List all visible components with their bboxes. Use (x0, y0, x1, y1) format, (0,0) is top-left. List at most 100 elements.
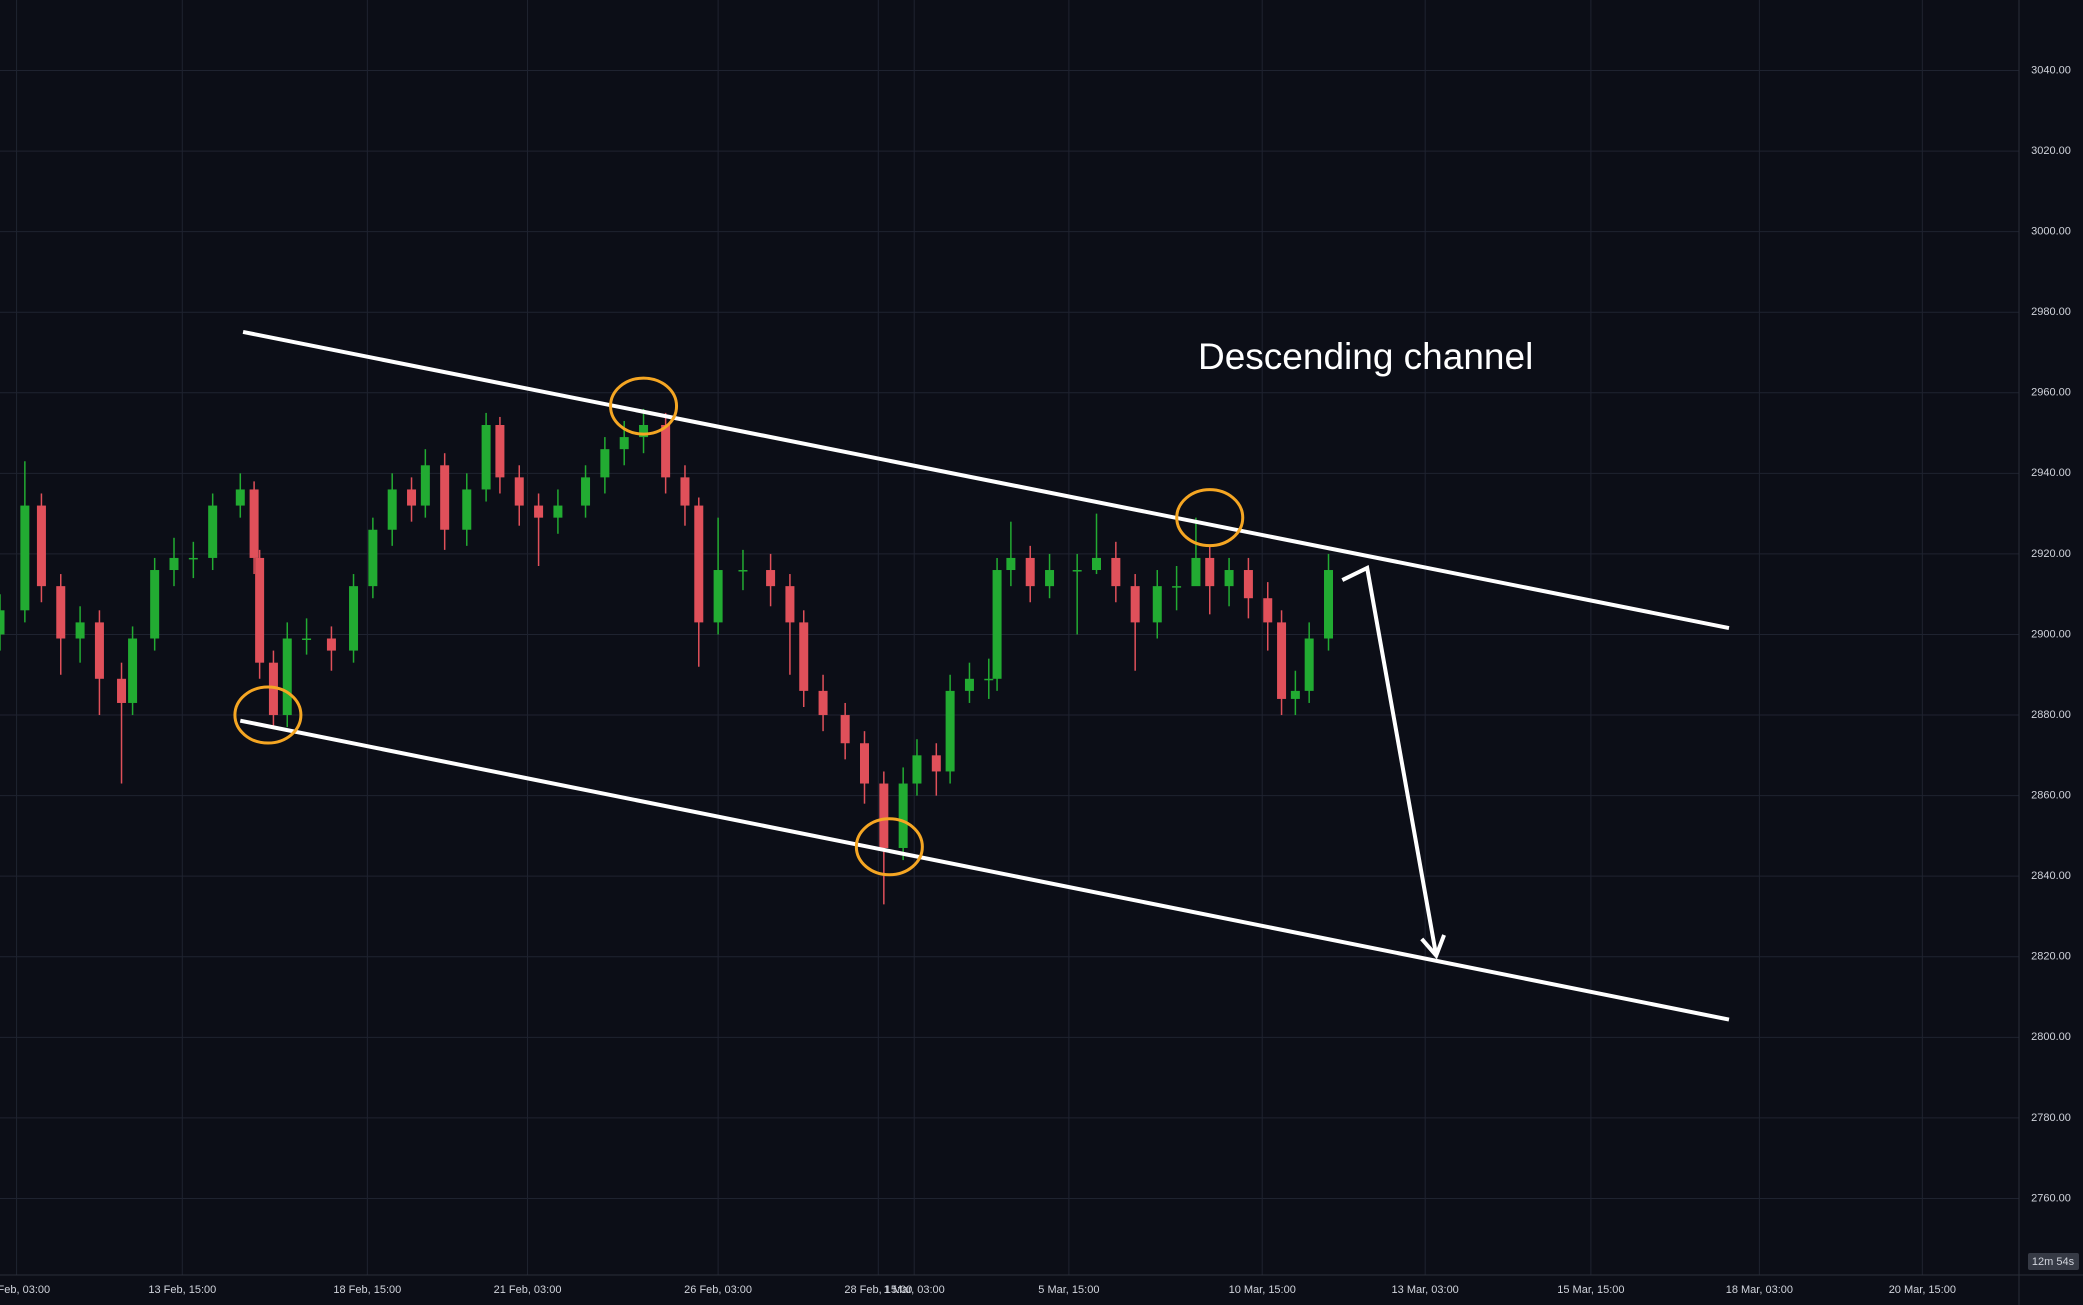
candle-body (1191, 557, 1201, 587)
candle-body (326, 638, 336, 651)
candle-body (1324, 570, 1334, 639)
candle-body (945, 690, 955, 772)
arrow-head (1420, 934, 1446, 960)
candle-body (661, 425, 671, 478)
highlight-circle (609, 376, 679, 436)
candle-body (349, 586, 359, 651)
y-tick-label: 2820.00 (2031, 951, 2071, 963)
highlight-circle (854, 817, 924, 877)
candle-body (282, 638, 292, 716)
candle-body (1290, 690, 1300, 699)
x-tick-label: 21 Feb, 03:00 (494, 1284, 562, 1296)
x-tick-label: 1 Mar, 03:00 (884, 1284, 945, 1296)
arrow (1341, 565, 1439, 956)
candle-body (879, 783, 889, 848)
candle-body (840, 715, 850, 744)
candle-body (1224, 570, 1234, 587)
x-tick-label: 11 Feb, 03:00 (0, 1284, 50, 1296)
candle-body (1111, 557, 1121, 587)
y-tick-label: 2900.00 (2031, 628, 2071, 640)
y-tick-label: 3040.00 (2031, 64, 2071, 76)
candle-body (1172, 586, 1182, 588)
candle-body (1025, 557, 1035, 587)
candle-body (964, 678, 974, 691)
candle-body (75, 622, 85, 639)
y-tick-label: 2980.00 (2031, 306, 2071, 318)
x-tick-label: 5 Mar, 15:00 (1038, 1284, 1099, 1296)
candle-body (859, 743, 869, 784)
candle-body (534, 505, 544, 518)
candle-body (36, 505, 46, 587)
candle-body (785, 586, 795, 623)
candle-body (208, 505, 218, 558)
trendline (239, 718, 1730, 1022)
y-tick-label: 2960.00 (2031, 387, 2071, 399)
x-tick-label: 28 Feb, 15:00 (844, 1284, 912, 1296)
candle-body (368, 529, 378, 587)
candle-body (420, 465, 430, 506)
candle-body (0, 610, 5, 635)
candle-body (94, 622, 104, 679)
y-tick-label: 3020.00 (2031, 145, 2071, 157)
candles (0, 408, 1334, 905)
candle-body (387, 489, 397, 530)
candle-body (799, 622, 809, 691)
candle-body (1277, 622, 1287, 699)
x-tick-label: 26 Feb, 03:00 (684, 1284, 752, 1296)
candle-body (56, 586, 66, 639)
candle-body (255, 557, 265, 663)
candle-body (188, 557, 198, 560)
y-tick-label: 2780.00 (2031, 1112, 2071, 1124)
candle-body (407, 489, 417, 506)
candle-body (495, 425, 505, 478)
candle-body (1045, 570, 1055, 587)
x-tick-label: 13 Feb, 15:00 (148, 1284, 216, 1296)
annotation-text: Descending channel (1198, 336, 1533, 377)
candle-body (20, 505, 30, 611)
drawings (233, 329, 1730, 1022)
candle-body (898, 783, 908, 848)
y-tick-label: 3000.00 (2031, 226, 2071, 238)
candle-body (1092, 557, 1102, 571)
countdown: 12m 54s (2032, 1256, 2075, 1268)
x-tick-label: 18 Mar, 03:00 (1726, 1284, 1793, 1296)
axes: 2760.00 2780.00 2800.00 2820.00 2840.00 2860.… (0, 64, 2071, 1296)
x-tick-label: 13 Mar, 03:00 (1392, 1284, 1459, 1296)
candle-body (1072, 570, 1082, 572)
candle-body (1243, 570, 1253, 599)
candle-body (117, 678, 127, 703)
x-tick-label: 18 Feb, 15:00 (333, 1284, 401, 1296)
x-tick-label: 20 Mar, 15:00 (1889, 1284, 1956, 1296)
y-tick-label: 2800.00 (2031, 1031, 2071, 1043)
y-tick-label: 2760.00 (2031, 1192, 2071, 1204)
countdown-box (2028, 1253, 2079, 1270)
y-tick-label: 2940.00 (2031, 467, 2071, 479)
candle-body (912, 755, 922, 784)
candle-body (984, 678, 994, 681)
candle-body (931, 755, 941, 772)
x-tick-label: 10 Mar, 15:00 (1229, 1284, 1296, 1296)
candle-body (462, 489, 472, 530)
candle-body (1152, 586, 1162, 623)
candle-body (694, 505, 704, 623)
x-tick-label: 15 Mar, 15:00 (1557, 1284, 1624, 1296)
candle-body (581, 477, 591, 506)
candle-body (249, 489, 259, 558)
candle-body (150, 570, 160, 639)
candle-body (440, 465, 450, 530)
y-tick-label: 2840.00 (2031, 870, 2071, 882)
trendline (242, 329, 1730, 630)
candle-body (639, 425, 649, 438)
candle-body (1304, 638, 1314, 691)
candle-body (481, 425, 491, 490)
candle-body (992, 570, 1002, 679)
grid (0, 0, 2019, 1275)
candle-body (818, 690, 828, 716)
candle-body (128, 638, 138, 703)
y-tick-label: 2860.00 (2031, 790, 2071, 802)
candle-body (619, 437, 629, 450)
candle-body (302, 638, 312, 641)
highlight-circle (233, 685, 303, 745)
candle-body (713, 570, 723, 623)
